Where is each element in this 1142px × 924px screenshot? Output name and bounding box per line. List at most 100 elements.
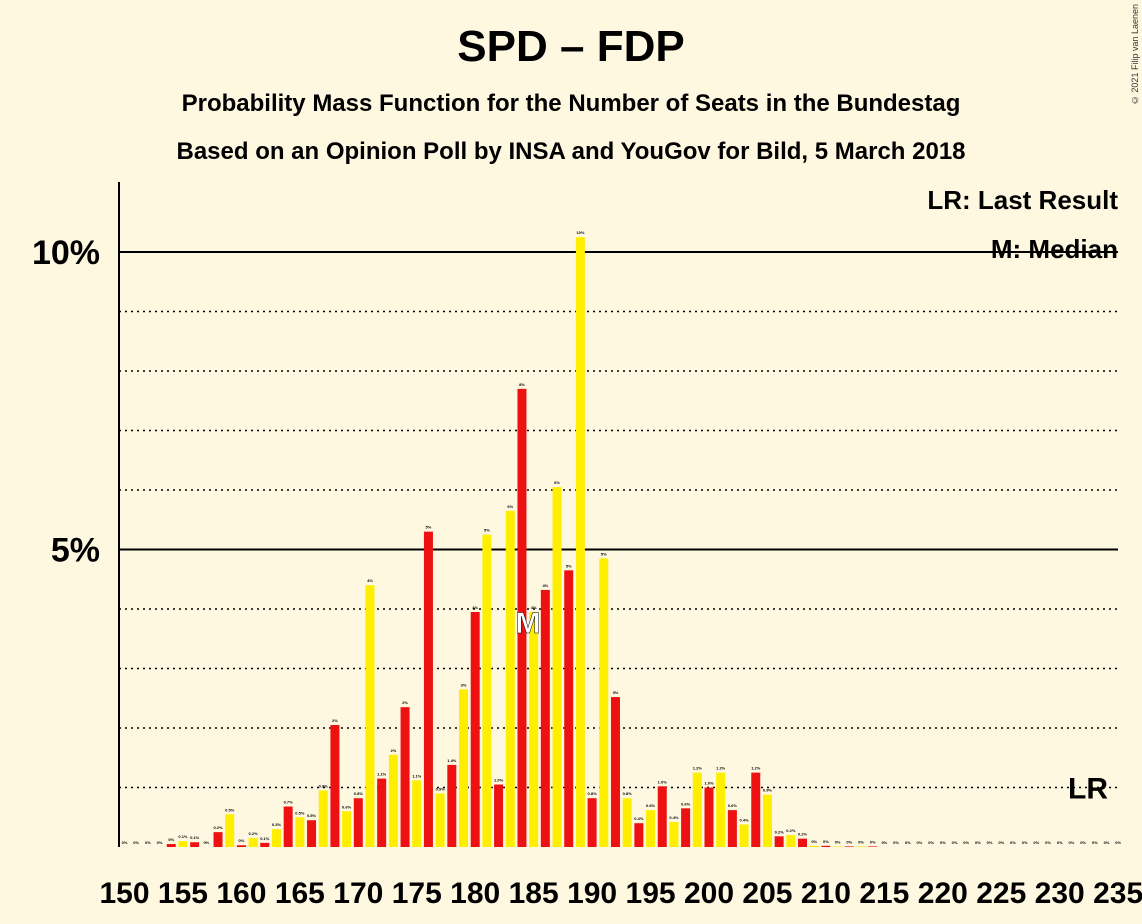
data-label: 0.6%: [728, 803, 738, 808]
chart-title: SPD – FDP: [457, 22, 685, 71]
data-label: 0.8%: [623, 791, 633, 796]
data-label: 0%: [905, 840, 911, 845]
x-tick-label: 150: [99, 877, 149, 910]
x-tick-label: 215: [859, 877, 909, 910]
x-tick-label: 230: [1035, 877, 1085, 910]
data-label: 0.6%: [681, 801, 691, 806]
data-label: 5%: [566, 563, 572, 568]
bar-seat-158: [213, 832, 223, 847]
bar-seat-198: [681, 808, 691, 847]
legend-last-result: LR: Last Result: [927, 185, 1118, 215]
bar-seat-166: [307, 820, 317, 847]
data-label: 0%: [987, 840, 993, 845]
bar-seat-196: [657, 786, 667, 847]
last-result-marker: LR: [1068, 772, 1108, 805]
data-label: 1.2%: [716, 766, 726, 771]
bar-seat-187: [552, 487, 562, 847]
bar-seat-202: [727, 810, 737, 847]
data-label: 1.4%: [447, 758, 457, 763]
x-tick-label: 210: [801, 877, 851, 910]
data-label: 3%: [461, 682, 467, 687]
data-label: 0.8%: [588, 791, 598, 796]
bar-seat-186: [540, 589, 550, 847]
data-label: 0%: [1068, 840, 1074, 845]
data-label: 0%: [1092, 840, 1098, 845]
data-label: 0%: [811, 839, 817, 844]
data-label: 1.2%: [693, 766, 703, 771]
data-label: 0%: [203, 840, 209, 845]
x-tick-label: 160: [216, 877, 266, 910]
bar-seat-211: [833, 846, 843, 847]
bar-seat-154: [166, 844, 176, 847]
bar-seat-162: [260, 842, 270, 847]
data-label: 0%: [893, 840, 899, 845]
x-tick-label: 165: [275, 877, 325, 910]
x-tick-label: 200: [684, 877, 734, 910]
x-tick-label: 185: [509, 877, 559, 910]
bar-seat-167: [318, 790, 328, 847]
data-label: 0%: [963, 840, 969, 845]
bar-seat-209: [809, 845, 819, 847]
data-label: 0.2%: [775, 829, 785, 834]
legend-median: M: Median: [991, 234, 1118, 264]
data-label: 0.7%: [284, 800, 294, 805]
bar-seat-161: [248, 838, 258, 847]
data-label: 0.4%: [634, 816, 644, 821]
data-label: 1.1%: [377, 772, 387, 777]
data-label: 5%: [426, 525, 432, 530]
data-label: 0%: [239, 838, 245, 843]
bar-seat-190: [587, 798, 597, 847]
bar-seat-184: [517, 388, 527, 847]
data-label: 1.0%: [704, 781, 714, 786]
data-label: 0%: [133, 840, 139, 845]
y-tick-label: 5%: [51, 532, 100, 570]
data-label: 6%: [554, 480, 560, 485]
data-label: 1.0%: [658, 779, 668, 784]
bar-seat-165: [295, 817, 305, 847]
bar-seat-181: [482, 534, 492, 847]
data-label: 0%: [823, 839, 829, 844]
x-tick-label: 180: [450, 877, 500, 910]
bar-seat-193: [622, 798, 632, 847]
data-label: 0%: [157, 840, 163, 845]
data-label: 4%: [472, 605, 478, 610]
chart-subtitle-1: Probability Mass Function for the Number…: [181, 90, 961, 117]
data-label: 0.8%: [354, 791, 364, 796]
x-tick-label: 235: [1093, 877, 1142, 910]
bar-seat-164: [283, 806, 293, 847]
data-label: 0.5%: [295, 810, 305, 815]
data-label: 0.9%: [763, 788, 773, 793]
data-label: 0%: [122, 840, 128, 845]
data-label: 0.9%: [436, 786, 446, 791]
data-label: 0.2%: [213, 825, 223, 830]
data-label: 0%: [168, 837, 174, 842]
data-label: 0.2%: [786, 828, 796, 833]
bar-seat-205: [762, 794, 772, 847]
bar-seat-194: [634, 823, 644, 847]
x-tick-label: 225: [976, 877, 1026, 910]
data-label: 0%: [1115, 840, 1121, 845]
data-label: 0%: [1033, 840, 1039, 845]
data-label: 4%: [367, 578, 373, 583]
bar-seat-188: [564, 570, 574, 847]
data-label: 4%: [531, 605, 537, 610]
bar-seat-197: [669, 822, 679, 847]
x-tick-label: 170: [333, 877, 383, 910]
data-label: 0.5%: [225, 807, 235, 812]
data-label: 2%: [390, 748, 396, 753]
chart-subtitle-2: Based on an Opinion Poll by INSA and You…: [176, 138, 966, 165]
bar-seat-155: [178, 841, 188, 847]
data-label: 0%: [145, 840, 151, 845]
bar-seat-178: [447, 764, 457, 847]
bar-seat-179: [459, 689, 469, 847]
bar-seat-180: [470, 611, 480, 847]
data-label: 0%: [881, 840, 887, 845]
bar-seat-168: [330, 725, 340, 847]
bar-seat-201: [716, 772, 726, 847]
bar-seat-214: [868, 846, 878, 847]
data-label: 0%: [1022, 840, 1028, 845]
bar-seat-206: [774, 836, 784, 847]
x-tick-label: 220: [918, 877, 968, 910]
data-label: 0%: [975, 840, 981, 845]
